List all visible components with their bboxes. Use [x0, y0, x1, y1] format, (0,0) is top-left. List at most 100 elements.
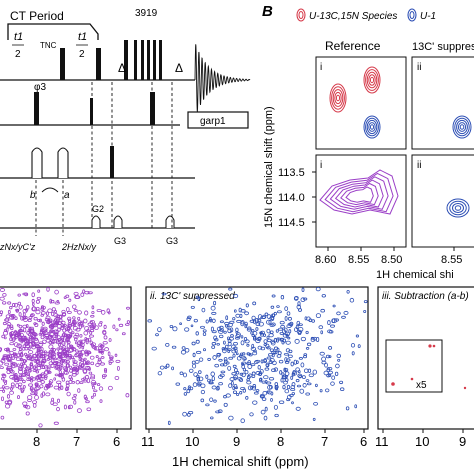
- spectrum-peak: [74, 332, 80, 337]
- spectrum-peak: [1, 377, 5, 381]
- spectrum-peak: [249, 412, 254, 417]
- spectrum-peak: [118, 323, 124, 328]
- x-tick: 11: [141, 434, 155, 449]
- spectrum-peak: [34, 382, 39, 387]
- spectrum-peak: [319, 389, 323, 393]
- contour-ring: [452, 115, 472, 139]
- pulse-block: [134, 40, 137, 80]
- spectrum-peak: [70, 377, 74, 381]
- spectrum-peak: [97, 357, 102, 362]
- spectrum-peak: [106, 308, 110, 314]
- spectrum-peak: [77, 365, 82, 370]
- spectrum-peak: [255, 371, 261, 375]
- spectrum-peak: [51, 311, 55, 317]
- spectrum-peak: [89, 330, 93, 335]
- pulse-block: [153, 40, 156, 80]
- spectrum-peak: [28, 383, 34, 387]
- spectrum-peak: [216, 353, 221, 358]
- fid-signal: [194, 44, 251, 112]
- spectrum-peak: [175, 382, 181, 386]
- pulse-block: [150, 92, 155, 125]
- legend-swatch-red: [296, 8, 306, 22]
- spectrum-peak: [75, 328, 81, 332]
- inset-reference-top: [315, 56, 407, 150]
- spectrum-peak: [213, 399, 217, 403]
- spectrum-peak: [68, 298, 72, 302]
- spectrum-peak: [345, 406, 350, 411]
- spectrum-peak: [62, 351, 67, 356]
- spectrum-peak: [240, 340, 245, 346]
- spectrum-peak: [84, 326, 90, 331]
- spectrum-peak: [263, 339, 268, 344]
- spectrum-peak: [41, 321, 45, 326]
- red-contour-group: [363, 66, 381, 94]
- spectrum-peak: [26, 372, 30, 376]
- spectrum-peak: [295, 367, 300, 372]
- spectrum-peak: [82, 368, 88, 373]
- spectrum-peak: [0, 313, 3, 317]
- spectrum-peak: [258, 321, 264, 327]
- spectrum-peak: [186, 389, 191, 394]
- spectrum-peak: [330, 381, 335, 386]
- spectrum-peak: [36, 347, 42, 352]
- spectrum-peak: [13, 330, 19, 336]
- spectrum-peak: [179, 371, 184, 376]
- spectrum-peak: [42, 326, 48, 331]
- spectrum-peak: [246, 327, 252, 332]
- blue-peak-cloud: [147, 286, 368, 426]
- spectrum-peak: [90, 395, 94, 399]
- spectrum-peak: [222, 362, 228, 367]
- spectrum-peak: [270, 305, 275, 309]
- spectrum-peak: [270, 397, 273, 402]
- spectrum-peak: [28, 369, 32, 373]
- spectrum-peak: [351, 351, 355, 356]
- spectrum-peak: [2, 293, 7, 297]
- roman-i-top: i: [320, 62, 322, 73]
- spectrum-peak: [323, 370, 329, 376]
- spectrum-peak: [73, 309, 78, 312]
- spectrum-peak: [40, 351, 46, 356]
- contour-ring: [369, 124, 375, 130]
- spectrum-peak: [83, 357, 87, 361]
- spectrum-peak: [216, 385, 220, 390]
- spectrum-peak: [286, 384, 291, 390]
- spectrum-peak: [282, 329, 286, 334]
- spectrum-peak: [259, 378, 262, 383]
- spectrum-peak: [306, 342, 312, 347]
- spectrum-peak: [294, 327, 298, 333]
- spectrum-peak: [65, 294, 70, 298]
- spectrum-peak: [263, 375, 269, 380]
- spectrum-peak: [9, 350, 14, 356]
- contour-ring: [340, 182, 379, 206]
- spectrum-peak: [235, 371, 240, 375]
- spectrum-peak: [67, 310, 72, 314]
- spectrum-peak: [187, 412, 191, 417]
- nxy-label: zNx/yC'z: [0, 242, 36, 252]
- spectrum-peak: [271, 368, 277, 372]
- contour-ring: [456, 119, 468, 135]
- spectrum-peak: [7, 309, 11, 315]
- spectrum-peak: [21, 335, 27, 341]
- spectrum-peak: [300, 336, 307, 342]
- spectrum-peak: [193, 318, 198, 323]
- spectrum-peak: [255, 327, 259, 331]
- spectrum-peak: [285, 340, 291, 345]
- spectrum-peak: [32, 400, 38, 404]
- tick-marks: [36, 429, 464, 433]
- spectrum-peak: [15, 308, 20, 312]
- spectrum-peak: [39, 384, 44, 389]
- spectrum-peak: [14, 342, 19, 348]
- hz-label: 2HzNx/y: [61, 242, 97, 252]
- spectrum-peak: [232, 353, 236, 358]
- spectrum-peak: [62, 328, 67, 333]
- spectrum-peak: [268, 320, 272, 325]
- spectrum-peak: [213, 335, 218, 341]
- garp1-box: [187, 111, 249, 129]
- shaped-pulse-a: [57, 147, 69, 178]
- spectrum-peak: [77, 323, 81, 327]
- spectrum-peak: [272, 360, 277, 366]
- spectrum-peak: [202, 329, 207, 333]
- spectrum-peak: [40, 360, 45, 366]
- spectrum-peak: [277, 351, 282, 356]
- spectrum-peak: [147, 319, 152, 323]
